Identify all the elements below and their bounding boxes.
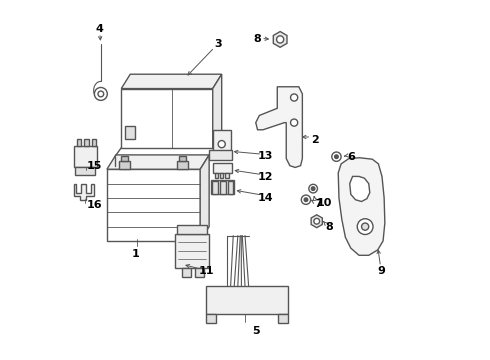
- Bar: [213, 130, 231, 151]
- Circle shape: [314, 219, 319, 224]
- Circle shape: [357, 219, 373, 234]
- Text: 8: 8: [325, 222, 333, 231]
- Text: 4: 4: [96, 24, 104, 35]
- Bar: [84, 139, 89, 146]
- Circle shape: [362, 223, 368, 230]
- Bar: [177, 161, 188, 169]
- Bar: [225, 173, 229, 178]
- Bar: [75, 167, 95, 175]
- Text: 13: 13: [258, 150, 273, 161]
- Polygon shape: [107, 155, 209, 169]
- Polygon shape: [256, 87, 302, 167]
- Bar: [220, 173, 223, 178]
- Polygon shape: [74, 184, 95, 200]
- Bar: [205, 315, 216, 323]
- Text: 14: 14: [258, 193, 273, 203]
- Bar: [120, 161, 130, 169]
- Bar: [211, 180, 234, 194]
- Text: 12: 12: [258, 172, 273, 182]
- Polygon shape: [200, 155, 209, 241]
- Text: 1: 1: [132, 248, 140, 258]
- Bar: [179, 156, 186, 161]
- Polygon shape: [338, 158, 385, 255]
- Circle shape: [218, 140, 225, 148]
- Bar: [122, 156, 128, 161]
- Text: 10: 10: [316, 198, 332, 208]
- Circle shape: [95, 87, 107, 100]
- Text: 3: 3: [214, 39, 222, 49]
- Bar: [195, 268, 204, 277]
- Bar: [212, 181, 219, 194]
- Bar: [122, 89, 213, 148]
- Text: 7: 7: [315, 199, 322, 210]
- Text: 6: 6: [347, 152, 355, 162]
- Polygon shape: [311, 215, 322, 228]
- Bar: [175, 234, 209, 268]
- Circle shape: [291, 119, 298, 126]
- Bar: [74, 146, 97, 167]
- Circle shape: [332, 152, 341, 161]
- Bar: [77, 139, 81, 146]
- Bar: [215, 173, 218, 178]
- Bar: [228, 181, 233, 194]
- Text: 2: 2: [311, 135, 319, 145]
- Circle shape: [304, 198, 308, 202]
- Circle shape: [98, 91, 104, 97]
- Bar: [213, 163, 232, 173]
- Bar: [209, 150, 232, 160]
- Polygon shape: [122, 74, 221, 89]
- Polygon shape: [350, 176, 370, 202]
- Bar: [125, 126, 135, 139]
- Circle shape: [276, 36, 284, 43]
- Bar: [278, 315, 288, 323]
- Circle shape: [291, 94, 298, 101]
- Text: 15: 15: [87, 161, 102, 171]
- Bar: [92, 139, 96, 146]
- Text: 9: 9: [377, 266, 385, 276]
- Bar: [182, 268, 191, 277]
- Polygon shape: [213, 74, 221, 148]
- Circle shape: [301, 195, 311, 204]
- Circle shape: [335, 155, 338, 158]
- Text: 16: 16: [87, 200, 102, 210]
- Text: 8: 8: [254, 34, 262, 44]
- Text: 11: 11: [198, 266, 214, 276]
- Bar: [205, 286, 288, 315]
- Polygon shape: [273, 32, 287, 47]
- Text: 5: 5: [252, 325, 260, 336]
- Bar: [107, 169, 200, 241]
- Circle shape: [311, 187, 315, 190]
- Bar: [220, 181, 226, 194]
- Circle shape: [309, 184, 318, 193]
- Bar: [177, 225, 207, 234]
